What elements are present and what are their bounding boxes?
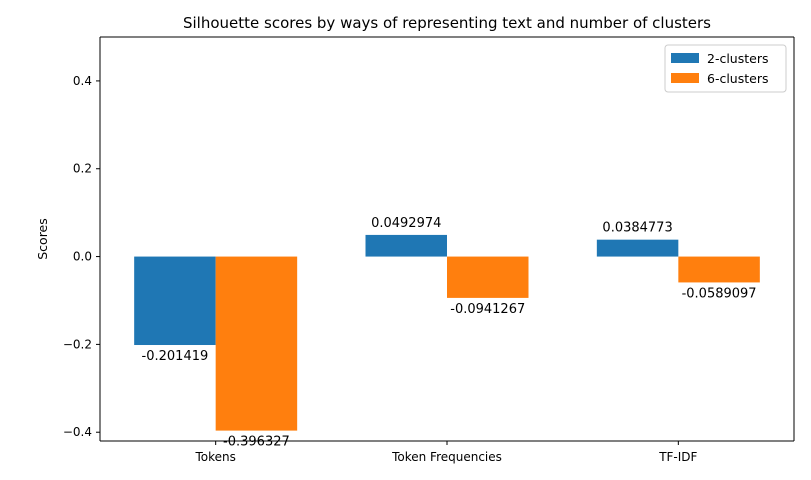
data-label: -0.0589097 xyxy=(682,286,757,301)
bar-2-clusters-tokens xyxy=(134,256,216,346)
data-label: -0.396327 xyxy=(223,435,290,450)
chart-title: Silhouette scores by ways of representin… xyxy=(183,14,711,32)
bar-6-clusters-token-frequencies xyxy=(447,256,529,298)
legend-swatch-6-clusters xyxy=(671,73,699,83)
legend-label-2-clusters: 2-clusters xyxy=(707,51,769,66)
axes-layer: −0.4 −0.2 0.0 0.2 0.4 Tokens Token Frequencies… xyxy=(63,36,795,464)
legend: 2-clusters 6-clusters xyxy=(664,44,787,93)
y-tick-label: 0.0 xyxy=(73,250,92,264)
bars-layer: -0.201419 -0.396327 0.0492974 -0.0941267 0.0… xyxy=(134,216,760,450)
legend-label-6-clusters: 6-clusters xyxy=(707,71,769,86)
legend-swatch-2-clusters xyxy=(671,53,699,63)
bar-2-clusters-token-frequencies xyxy=(365,234,447,257)
data-label: 0.0492974 xyxy=(371,216,441,231)
bar-2-clusters-tf-idf xyxy=(596,239,679,257)
y-tick-label: −0.4 xyxy=(63,425,92,439)
bar-6-clusters-tokens xyxy=(215,256,298,431)
y-tick-label: 0.4 xyxy=(73,74,92,88)
y-tick-label: 0.2 xyxy=(73,162,92,176)
bar-6-clusters-tf-idf xyxy=(678,256,760,283)
y-axis-label: Scores xyxy=(35,218,50,260)
y-tick-label: −0.2 xyxy=(63,337,92,351)
x-tick-label: TF-IDF xyxy=(658,450,697,464)
data-label: 0.0384773 xyxy=(602,221,672,236)
x-tick-label: Token Frequencies xyxy=(391,450,502,464)
data-label: -0.201419 xyxy=(142,349,209,364)
data-label: -0.0941267 xyxy=(450,302,525,317)
x-tick-label: Tokens xyxy=(194,450,235,464)
